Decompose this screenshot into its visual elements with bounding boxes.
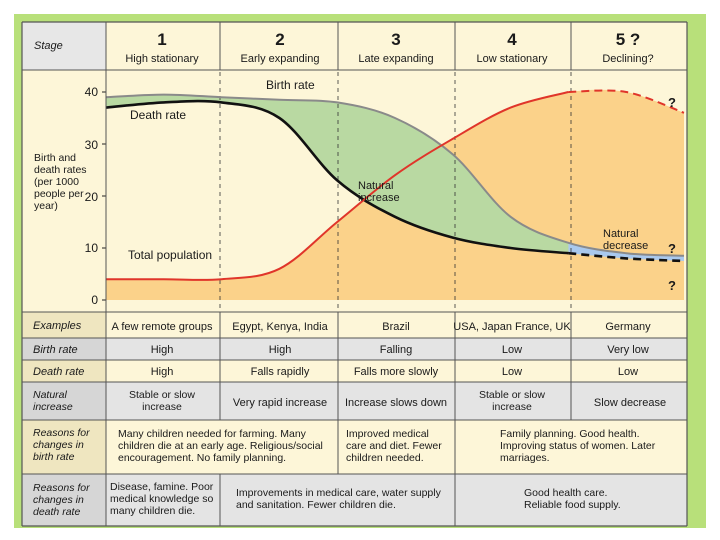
examples-stage-5: Germany bbox=[605, 321, 651, 333]
y-tick-20: 20 bbox=[84, 190, 98, 204]
stage-5-name: Declining? bbox=[602, 53, 654, 65]
table-row-bg-5 bbox=[22, 474, 687, 526]
reasons-birth-stage-1-2: Many children needed for farming. Many c… bbox=[118, 428, 323, 464]
death-rate-stage-2: Falls rapidly bbox=[250, 366, 310, 378]
row-label-examples: Examples bbox=[33, 320, 82, 332]
y-tick-40: 40 bbox=[84, 85, 98, 99]
examples-stage-2: Egypt, Kenya, India bbox=[232, 321, 328, 333]
table-label-bg-2 bbox=[22, 360, 106, 382]
y-tick-30: 30 bbox=[84, 138, 98, 152]
death-rate-line bbox=[105, 99, 569, 255]
reasons-death-stage-2-3: Improvements in medical care, water supp… bbox=[236, 487, 441, 511]
death-rate-stage-1: High bbox=[150, 366, 174, 378]
natural-increase-area bbox=[106, 94, 569, 254]
stage-dividers bbox=[219, 72, 572, 312]
stage-3-name: Late expanding bbox=[358, 53, 434, 65]
stage-2-number: 2 bbox=[275, 30, 285, 49]
table-row-bg-2 bbox=[22, 360, 687, 382]
examples-stage-1: A few remote groups bbox=[111, 321, 213, 333]
natural-increase-stage-3: Increase slows down bbox=[344, 397, 448, 409]
table-row-bg-1 bbox=[22, 338, 687, 360]
birth-rate-stage-5: Very low bbox=[607, 344, 649, 356]
y-tick-10: 10 bbox=[84, 241, 98, 255]
row-label-birth-rate: Birth rate bbox=[33, 344, 78, 356]
examples-stage-3: Brazil bbox=[382, 321, 410, 333]
total-population-annotation: Total population bbox=[128, 248, 213, 262]
question-mark-death-rate: ? bbox=[668, 278, 676, 293]
death-rate-stage-3: Falls more slowly bbox=[353, 366, 439, 378]
row-label-reasons-death: Reasons for changes in death rate bbox=[33, 482, 90, 518]
table-grid bbox=[21, 21, 688, 527]
table-label-bg-3 bbox=[22, 382, 106, 420]
natural-increase-annotation: Natural increase bbox=[358, 180, 400, 204]
reasons-birth-stage-4-5: Family planning. Good health. Improving … bbox=[500, 428, 656, 464]
table-row-bg-0 bbox=[22, 312, 687, 338]
stage-label-cell bbox=[22, 22, 106, 70]
table-row-bg-3 bbox=[22, 382, 687, 420]
total-population-line-projected bbox=[568, 89, 685, 114]
table-label-bg-0 bbox=[22, 312, 106, 338]
reasons-death-stage-4-5: Good health care. Reliable food supply. bbox=[524, 487, 621, 511]
natural-decrease-area bbox=[568, 242, 684, 261]
reasons-death-stage-1: Disease, famine. Poor medical knowledge … bbox=[110, 481, 214, 517]
birth-rate-stage-4: Low bbox=[501, 344, 523, 356]
stage-1-name: High stationary bbox=[125, 53, 199, 65]
table-label-bg-1 bbox=[22, 338, 106, 360]
death-rate-stage-5: Low bbox=[617, 366, 639, 378]
table-label-bg-5 bbox=[22, 474, 106, 526]
natural-increase-stage-5: Slow decrease bbox=[593, 397, 667, 409]
stage-4-name: Low stationary bbox=[476, 53, 548, 65]
y-axis-label: Birth and death rates (per 1000 people p… bbox=[34, 152, 87, 212]
row-label-natural-increase: Natural increase bbox=[33, 389, 73, 413]
stage-2-name: Early expanding bbox=[240, 53, 320, 65]
y-tick-marks bbox=[102, 91, 106, 301]
question-mark-population: ? bbox=[668, 95, 676, 110]
birth-rate-stage-1: High bbox=[150, 344, 174, 356]
header-row bbox=[22, 22, 687, 70]
birth-rate-stage-3: Falling bbox=[379, 344, 413, 356]
natural-increase-stage-2: Very rapid increase bbox=[232, 397, 328, 409]
natural-decrease-annotation: Natural decrease bbox=[603, 228, 649, 252]
y-tick-0: 0 bbox=[91, 293, 98, 307]
stage-5-number: 5 ? bbox=[615, 30, 641, 49]
row-label-reasons-birth: Reasons for changes in birth rate bbox=[33, 427, 90, 463]
total-population-line bbox=[106, 91, 569, 281]
examples-stage-4: USA, Japan France, UK bbox=[453, 321, 571, 333]
natural-increase-stage-4: Stable or slow increase bbox=[479, 389, 545, 413]
death-rate-annotation: Death rate bbox=[130, 108, 187, 122]
stage-1-number: 1 bbox=[157, 30, 167, 49]
table-label-bg-4 bbox=[22, 420, 106, 474]
stage-3-number: 3 bbox=[391, 30, 401, 49]
birth-rate-stage-2: High bbox=[268, 344, 292, 356]
stage-4-number: 4 bbox=[507, 30, 517, 49]
death-rate-line-projected bbox=[568, 251, 685, 263]
death-rate-stage-4: Low bbox=[501, 366, 523, 378]
birth-rate-annotation: Birth rate bbox=[266, 78, 315, 92]
table-row-bg-4 bbox=[22, 420, 687, 474]
row-label-death-rate: Death rate bbox=[33, 366, 85, 378]
stage-label: Stage bbox=[34, 40, 63, 52]
question-mark-birth-rate: ? bbox=[668, 241, 676, 256]
natural-increase-stage-1: Stable or slow increase bbox=[129, 389, 195, 413]
birth-rate-line bbox=[105, 93, 685, 257]
reasons-birth-stage-3: Improved medical care and diet. Fewer ch… bbox=[346, 428, 442, 464]
